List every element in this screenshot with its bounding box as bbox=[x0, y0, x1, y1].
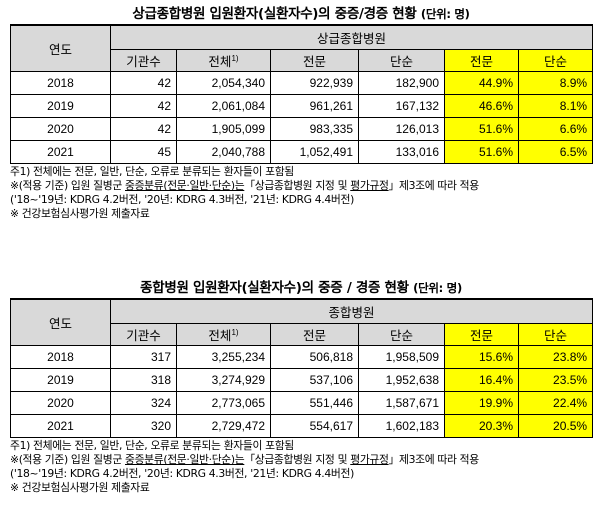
col-header-simple: 단순 bbox=[358, 49, 445, 72]
col-header-inst: 기관수 bbox=[110, 323, 177, 346]
tertiary-hospital-section: 상급종합병원 입원환자(실환자수)의 중증/경증 현황 (단위: 명) 연도 상… bbox=[10, 4, 594, 221]
footnotes: 주1) 전체에는 전문, 일반, 단순, 오류로 분류되는 환자들이 포함됨 ※… bbox=[10, 165, 592, 221]
col-header-spec-pct: 전문 bbox=[444, 323, 519, 346]
footnote-2: ※(적용 기준) 입원 질병군 중증분류(전문·일반·단순)는「상급종합병원 지… bbox=[10, 453, 479, 466]
col-header-simple-pct: 단순 bbox=[517, 323, 594, 346]
footnote-3: ('18~'19년: KDRG 4.2버전, '20년: KDRG 4.3버전,… bbox=[10, 467, 354, 480]
col-header-total: 전체1) bbox=[176, 323, 271, 346]
group-header: 종합병원 bbox=[109, 298, 594, 324]
col-header-spec-pct: 전문 bbox=[444, 49, 519, 72]
tertiary-hospital-table: 연도 상급종합병원 기관수 전체1) 전문 단순 전문 단순 2018 42 2… bbox=[10, 24, 594, 164]
table-title: 종합병원 입원환자(실환자수)의 중증 / 경증 현황 (단위: 명) bbox=[140, 280, 462, 296]
unit-label: (단위: 명) bbox=[413, 281, 462, 295]
table-row: 2019 318 3,274,929 537,106 1,952,638 16.… bbox=[10, 368, 594, 392]
col-header-inst: 기관수 bbox=[110, 49, 177, 72]
year-header: 연도 bbox=[10, 298, 111, 346]
footnote-source: ※ 건강보험심사평가원 제출자료 bbox=[10, 207, 150, 220]
table-row: 2020 324 2,773,065 551,446 1,587,671 19.… bbox=[10, 391, 594, 415]
group-header: 상급종합병원 bbox=[109, 24, 594, 50]
footnote-3: ('18~'19년: KDRG 4.2버전, '20년: KDRG 4.3버전,… bbox=[10, 193, 354, 206]
table-row: 2020 42 1,905,099 983,335 126,013 51.6% … bbox=[10, 117, 594, 141]
footnote-1: 주1) 전체에는 전문, 일반, 단순, 오류로 분류되는 환자들이 포함됨 bbox=[10, 439, 294, 452]
footnotes: 주1) 전체에는 전문, 일반, 단순, 오류로 분류되는 환자들이 포함됨 ※… bbox=[10, 439, 592, 495]
general-hospital-section: 종합병원 입원환자(실환자수)의 중증 / 경증 현황 (단위: 명) 연도 종… bbox=[10, 278, 594, 495]
table-row: 2021 45 2,040,788 1,052,491 133,016 51.6… bbox=[10, 140, 594, 164]
table-title: 상급종합병원 입원환자(실환자수)의 중증/경증 현황 (단위: 명) bbox=[132, 6, 470, 22]
table-row: 2019 42 2,061,084 961,261 167,132 46.6% … bbox=[10, 94, 594, 118]
general-hospital-table: 연도 종합병원 기관수 전체1) 전문 단순 전문 단순 2018 317 3,… bbox=[10, 298, 594, 438]
table-row: 2021 320 2,729,472 554,617 1,602,183 20.… bbox=[10, 414, 594, 438]
col-header-total: 전체1) bbox=[176, 49, 271, 72]
col-header-spec: 전문 bbox=[270, 49, 359, 72]
year-header: 연도 bbox=[10, 24, 111, 72]
footnote-2: ※(적용 기준) 입원 질병군 중증분류(전문·일반·단순)는「상급종합병원 지… bbox=[10, 179, 479, 192]
footnote-1: 주1) 전체에는 전문, 일반, 단순, 오류로 분류되는 환자들이 포함됨 bbox=[10, 165, 294, 178]
unit-label: (단위: 명) bbox=[420, 7, 470, 21]
col-header-spec: 전문 bbox=[270, 323, 359, 346]
col-header-simple-pct: 단순 bbox=[517, 49, 594, 72]
table-row: 2018 317 3,255,234 506,818 1,958,509 15.… bbox=[10, 345, 594, 369]
footnote-source: ※ 건강보험심사평가원 제출자료 bbox=[10, 481, 150, 494]
table-row: 2018 42 2,054,340 922,939 182,900 44.9% … bbox=[10, 71, 594, 95]
col-header-simple: 단순 bbox=[358, 323, 445, 346]
